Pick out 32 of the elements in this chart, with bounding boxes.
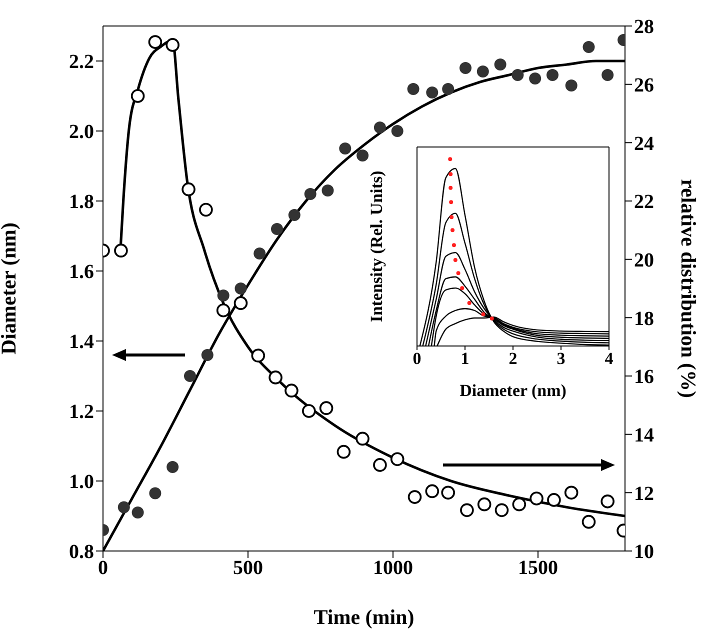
y-tick-label: 1.0: [69, 471, 94, 494]
x-tick-label: 0: [412, 349, 422, 368]
y-axis-title: Diameter (nm): [0, 222, 20, 354]
x-tick-label: 500: [233, 557, 263, 580]
y2-tick-label: 28: [634, 16, 654, 38]
y2-tick-label: 20: [634, 249, 654, 272]
y2-tick-label: 18: [634, 308, 654, 330]
x-tick-label: 4: [604, 349, 614, 368]
y2-axis-title: relative distribution (%): [676, 179, 701, 398]
y2-tick-label: 16: [634, 366, 654, 388]
y-tick-label: 1.6: [69, 261, 94, 284]
x-tick-label: 0: [98, 557, 108, 580]
y-tick-label: 0.8: [69, 541, 94, 564]
x-tick-label: 1: [460, 349, 470, 368]
x-tick-label: 1000: [373, 557, 413, 580]
y-axis-title: Intensity (Rel. Units): [367, 170, 386, 322]
y2-tick-label: 10: [634, 541, 654, 564]
y2-tick-label: 14: [634, 424, 654, 446]
y2-tick-label: 22: [634, 191, 654, 214]
y2-tick-label: 12: [634, 482, 654, 505]
y-tick-label: 1.4: [69, 331, 94, 354]
y-tick-label: 1.2: [69, 401, 94, 424]
y-tick-label: 2.2: [69, 51, 94, 74]
y2-tick-label: 24: [634, 132, 654, 155]
x-axis-title: Diameter (nm): [460, 381, 566, 400]
x-tick-label: 1500: [518, 557, 558, 580]
x-tick-label: 3: [556, 349, 566, 368]
x-tick-label: 2: [508, 349, 518, 368]
x-axis-title: Time (min): [314, 605, 414, 629]
y2-tick-label: 26: [634, 74, 654, 96]
y-tick-label: 1.8: [69, 191, 94, 214]
y-tick-label: 2.0: [69, 121, 94, 144]
